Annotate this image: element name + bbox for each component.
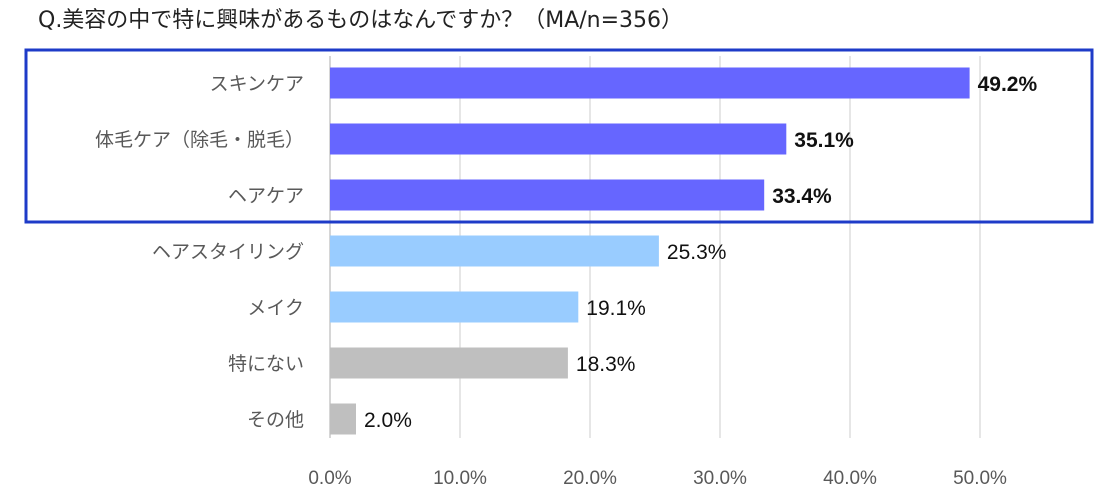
category-label: 特にない bbox=[228, 353, 304, 375]
value-label: 49.2% bbox=[978, 73, 1038, 96]
chart-title: Q.美容の中で特に興味があるものはなんですか？（MA/n=356） bbox=[38, 8, 683, 33]
bars bbox=[330, 67, 970, 435]
x-tick-label: 10.0% bbox=[433, 468, 487, 489]
value-label: 19.1% bbox=[586, 297, 646, 320]
x-tick-label: 0.0% bbox=[308, 468, 351, 489]
x-tick-label: 50.0% bbox=[953, 468, 1007, 489]
bar bbox=[330, 235, 659, 267]
bar bbox=[330, 347, 568, 379]
x-tick-label: 40.0% bbox=[823, 468, 877, 489]
bar bbox=[330, 179, 765, 211]
value-label: 35.1% bbox=[794, 129, 854, 152]
x-axis-tick-labels: 0.0% 10.0% 20.0% 30.0% 40.0% 50.0% bbox=[308, 468, 1007, 489]
category-label: ヘアスタイリング bbox=[152, 241, 304, 263]
category-label: 体毛ケア（除毛・脱毛） bbox=[95, 129, 304, 151]
category-label: ヘアケア bbox=[228, 185, 304, 207]
value-label: 33.4% bbox=[772, 185, 832, 208]
category-label: その他 bbox=[247, 409, 304, 431]
highlight-box-group bbox=[24, 48, 1094, 224]
value-label: 18.3% bbox=[576, 353, 636, 376]
x-tick-label: 30.0% bbox=[693, 468, 747, 489]
value-labels: 49.2% 35.1% 33.4% 25.3% 19.1% 18.3% 2.0% bbox=[364, 73, 1037, 432]
bar bbox=[330, 403, 356, 435]
bar bbox=[330, 67, 970, 99]
category-label: スキンケア bbox=[210, 73, 304, 95]
category-label: メイク bbox=[247, 297, 304, 319]
value-label: 25.3% bbox=[667, 241, 727, 264]
bar bbox=[330, 123, 787, 155]
value-label: 2.0% bbox=[364, 409, 412, 432]
bar bbox=[330, 291, 579, 323]
x-tick-label: 20.0% bbox=[563, 468, 617, 489]
highlight-box bbox=[24, 48, 1094, 224]
